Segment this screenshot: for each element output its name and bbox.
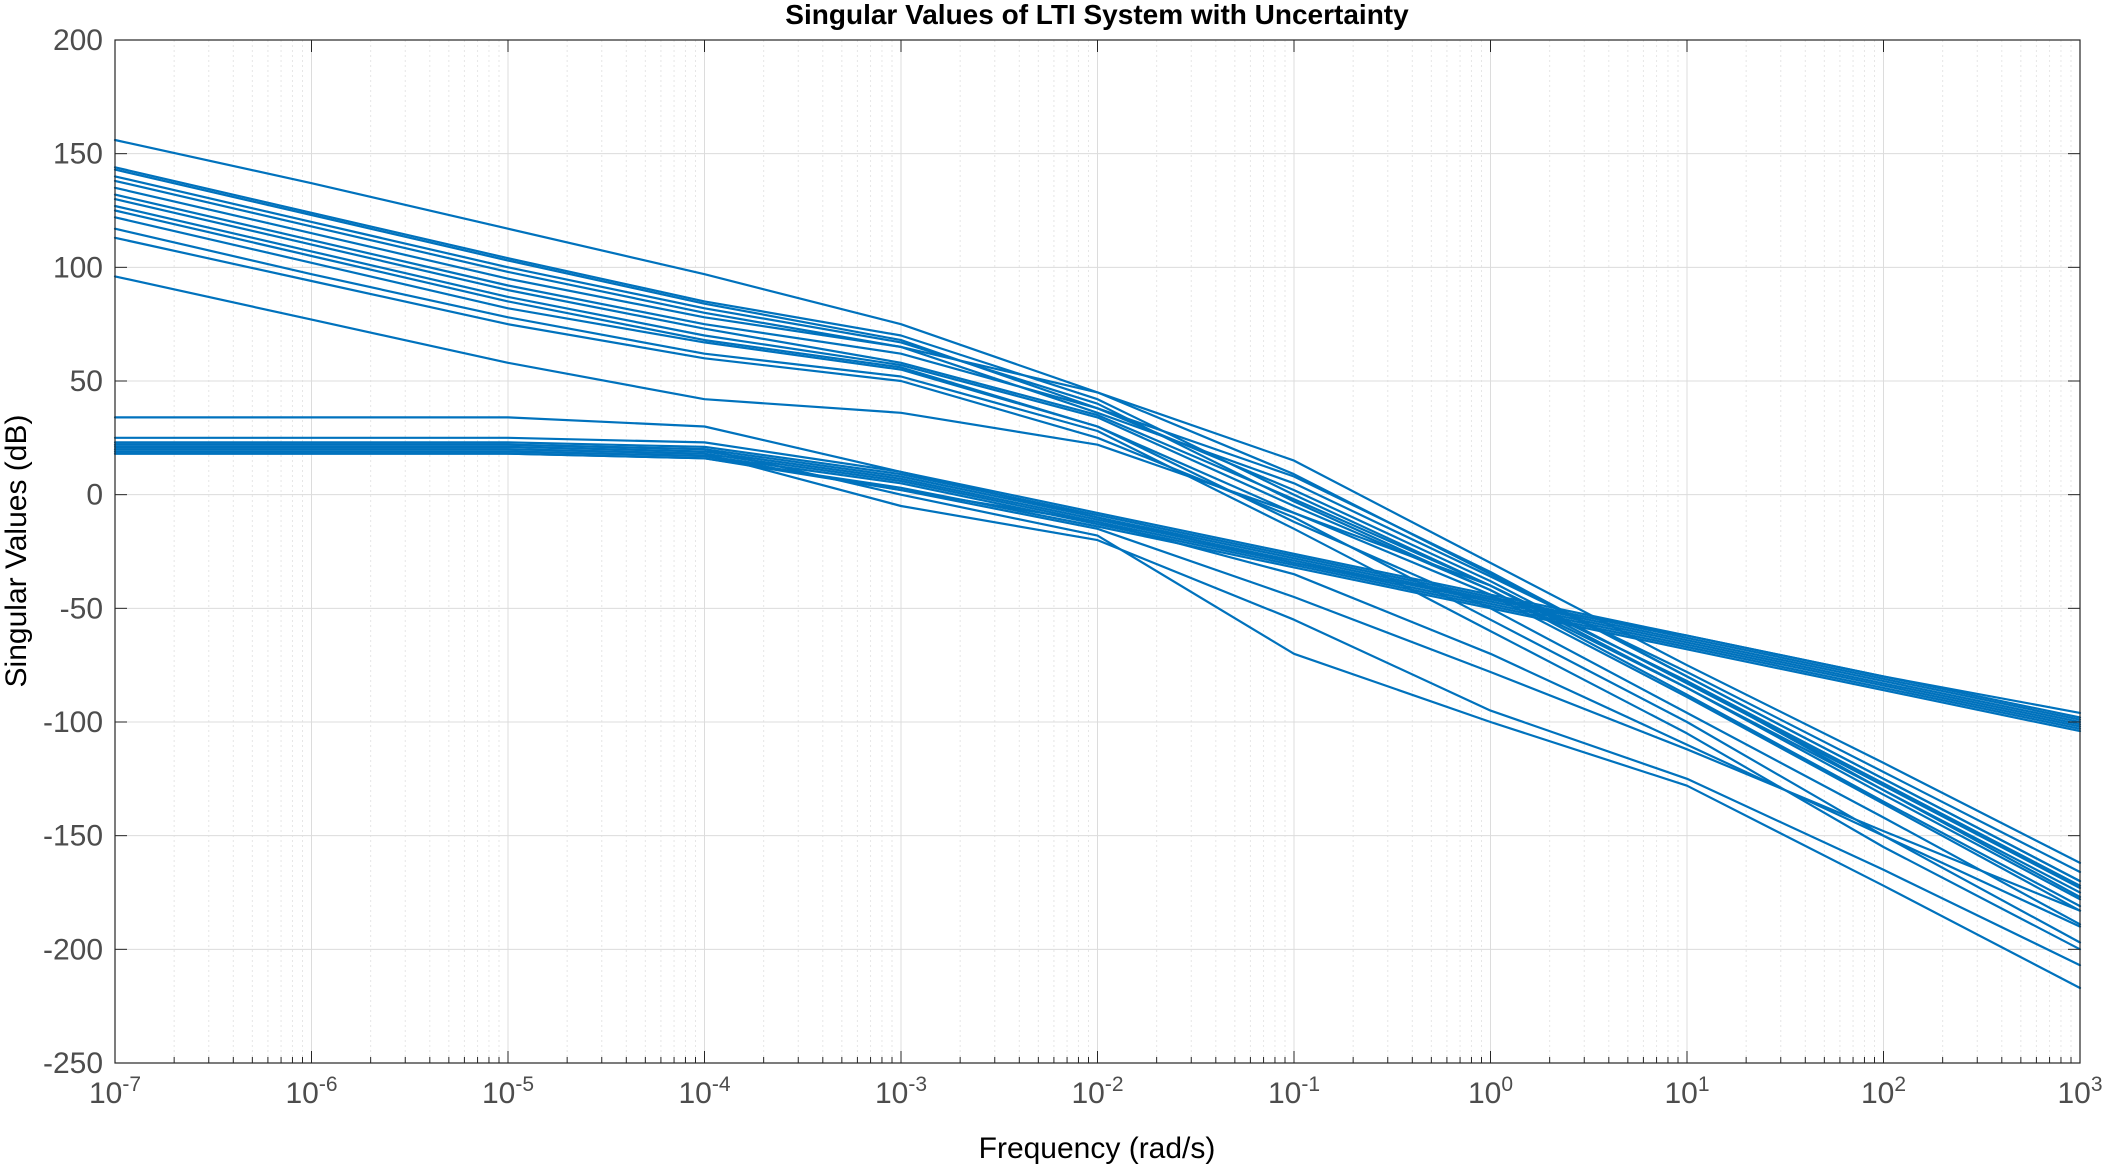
series-line-9 (113, 204, 2082, 908)
series-line-17 (113, 441, 2082, 721)
series-line-16 (113, 436, 2082, 719)
x-tick-label: 10-2 (1071, 1073, 1123, 1110)
series-line-2 (113, 166, 2082, 887)
series-line-13 (113, 236, 2082, 944)
x-tick-label: 10-1 (1268, 1073, 1320, 1110)
y-axis-label: Singular Values (dB) (0, 415, 33, 688)
x-tick-label: 101 (1664, 1073, 1709, 1110)
series-line-4 (113, 175, 2082, 894)
y-tick-label: -250 (43, 1047, 103, 1080)
x-tick-label: 102 (1861, 1073, 1906, 1110)
series-line-11 (113, 216, 2082, 926)
x-tick-label: 10-5 (482, 1073, 534, 1110)
y-tick-label: -150 (43, 820, 103, 853)
series-line-8 (113, 198, 2082, 901)
y-tick-label: 50 (70, 365, 103, 398)
y-ticks: 200 150 100 50 0 -50 -100 -150 -200 -250 (43, 24, 2080, 1080)
x-axis-label: Frequency (rad/s) (979, 1132, 1216, 1165)
y-tick-label: -100 (43, 706, 103, 739)
series-layer (113, 138, 2082, 990)
series-line-24 (113, 448, 2082, 967)
y-tick-label: -200 (43, 933, 103, 966)
y-tick-label: 150 (53, 138, 103, 171)
series-line-14 (113, 275, 2082, 899)
minor-grid (173, 40, 2072, 1063)
chart-title: Singular Values of LTI System with Uncer… (785, 0, 1409, 30)
x-tick-label: 103 (2057, 1073, 2102, 1110)
series-line-26 (113, 452, 2082, 928)
y-tick-label: 200 (53, 24, 103, 57)
x-tick-label: 10-6 (285, 1073, 337, 1110)
x-tick-label: 10-3 (875, 1073, 927, 1110)
x-tick-label: 10-7 (89, 1073, 141, 1110)
series-line-12 (113, 227, 2082, 951)
series-line-7 (113, 193, 2082, 883)
series-line-25 (113, 450, 2082, 912)
x-tick-label: 10-4 (678, 1073, 730, 1110)
x-ticks: 10-7 10-6 10-5 10-4 10-3 10-2 10-1 100 101 102 103 (89, 40, 2103, 1110)
series-line-6 (113, 186, 2082, 865)
series-line-5 (113, 179, 2082, 874)
series-line-19 (113, 445, 2082, 726)
series-line-23 (113, 443, 2082, 990)
x-tick-label: 100 (1468, 1073, 1513, 1110)
y-tick-label: -50 (60, 592, 103, 625)
y-tick-label: 0 (86, 479, 103, 512)
y-tick-label: 100 (53, 251, 103, 284)
